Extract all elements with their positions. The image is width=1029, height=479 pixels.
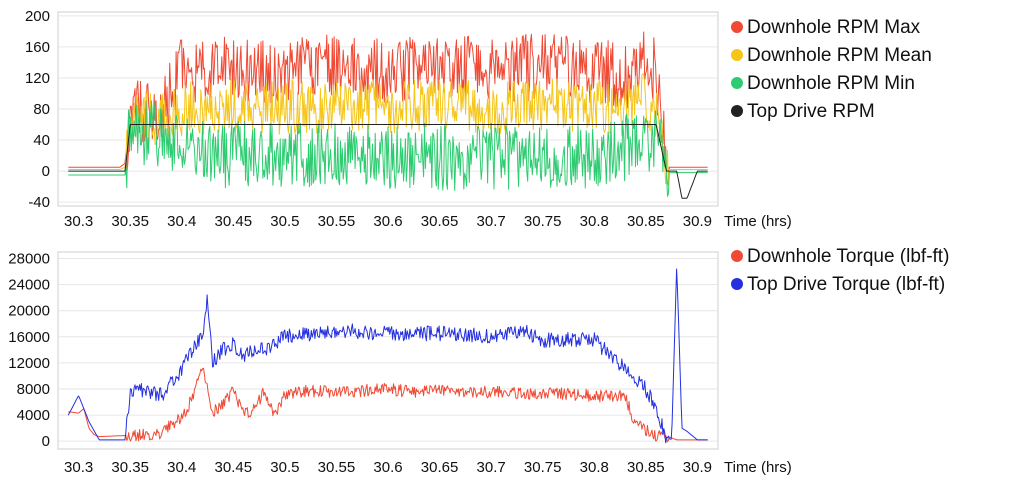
x-axis-label: Time (hrs) [724, 213, 792, 230]
chart-2: 0 4000 8000 12000 16000 20000 24000 28000 30.3 30… [8, 246, 949, 476]
y-tick-label: 120 [25, 70, 50, 87]
x-tick-label: 30.6 [373, 459, 402, 476]
x-tick-label: 30.5 [270, 213, 299, 230]
y-tick-label: 0 [42, 433, 50, 450]
x-tick-label: 30.65 [421, 213, 459, 230]
y-tick-label: 20000 [8, 303, 50, 320]
y-tick-label: 200 [25, 8, 50, 25]
y-tick-label: 8000 [17, 381, 50, 398]
plot-frame [57, 251, 719, 450]
x-tick-label: 30.65 [421, 459, 459, 476]
y-tick-label: 12000 [8, 355, 50, 372]
legend-marker [731, 77, 743, 89]
legend-marker [731, 278, 743, 290]
legend-label: Top Drive RPM [747, 101, 875, 122]
series-line-2 [67, 268, 708, 444]
series-line-1 [68, 367, 708, 443]
x-tick-label: 30.85 [627, 459, 665, 476]
x-tick-label: 30.75 [524, 213, 562, 230]
chart-1: -40 0 40 80 120 160 200 30.3 30.35 30.4 30.45 30.5 3… [25, 8, 932, 230]
x-tick-label: 30.3 [64, 213, 93, 230]
x-tick-label: 30.55 [318, 213, 356, 230]
x-tick-label: 30.75 [524, 459, 562, 476]
y-tick-label: 16000 [8, 329, 50, 346]
x-tick-label: 30.4 [167, 213, 196, 230]
y-tick-label: 0 [42, 163, 50, 180]
y-tick-label: 80 [33, 101, 50, 118]
y-tick-label: -40 [28, 194, 50, 211]
y-tick-label: 28000 [8, 251, 50, 268]
legend-marker [731, 250, 743, 262]
series-line-3 [68, 100, 708, 197]
x-tick-label: 30.6 [373, 213, 402, 230]
legend-marker [731, 105, 743, 117]
x-tick-label: 30.4 [167, 459, 196, 476]
x-tick-label: 30.45 [215, 213, 253, 230]
y-tick-label: 4000 [17, 407, 50, 424]
y-tick-label: 40 [33, 132, 50, 149]
legend-marker [731, 49, 743, 61]
legend-label: Top Drive Torque (lbf-ft) [747, 274, 945, 295]
x-tick-label: 30.8 [580, 459, 609, 476]
x-tick-label: 30.35 [111, 213, 149, 230]
legend-label: Downhole RPM Mean [747, 45, 932, 66]
x-tick-label: 30.3 [64, 459, 93, 476]
legend-label: Downhole RPM Max [747, 17, 921, 38]
x-tick-label: 30.85 [627, 213, 665, 230]
x-tick-label: 30.9 [683, 459, 712, 476]
y-tick-label: 24000 [8, 277, 50, 294]
x-tick-label: 30.9 [683, 213, 712, 230]
x-tick-label: 30.7 [477, 459, 506, 476]
legend-marker [731, 21, 743, 33]
y-tick-label: 160 [25, 39, 50, 56]
x-axis-label: Time (hrs) [724, 459, 792, 476]
legend-label: Downhole RPM Min [747, 73, 915, 94]
x-tick-label: 30.35 [111, 459, 149, 476]
x-tick-label: 30.55 [318, 459, 356, 476]
x-tick-label: 30.45 [215, 459, 253, 476]
x-tick-label: 30.8 [580, 213, 609, 230]
legend-label: Downhole Torque (lbf-ft) [747, 246, 949, 267]
series-line-4 [68, 124, 708, 199]
series-line-2 [68, 73, 708, 187]
x-tick-label: 30.7 [477, 213, 506, 230]
x-tick-label: 30.5 [270, 459, 299, 476]
